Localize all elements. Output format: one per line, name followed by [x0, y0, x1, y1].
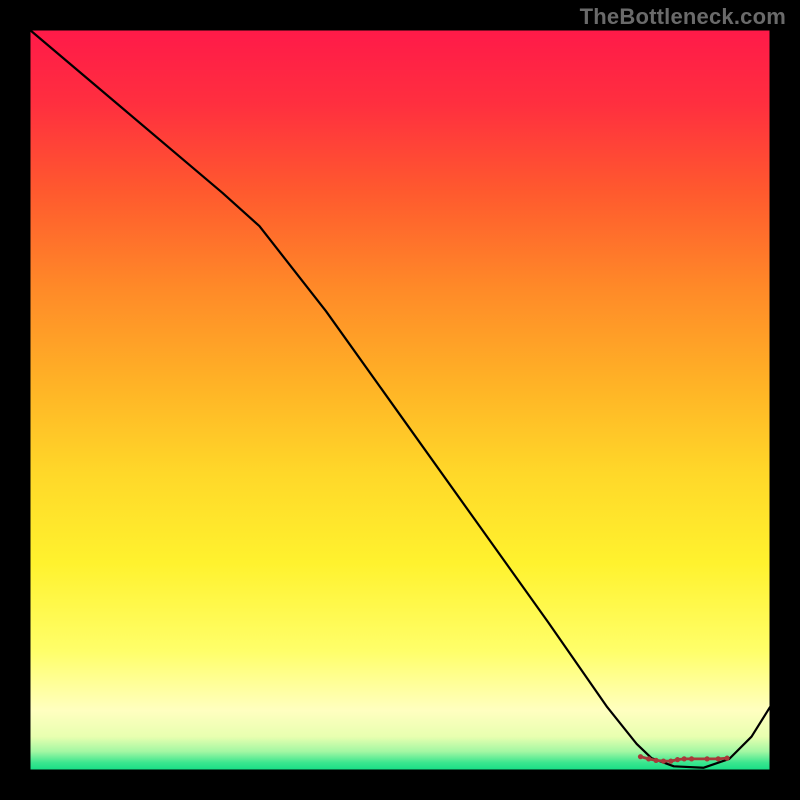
bottom-marker-dot	[638, 754, 643, 759]
bottom-marker-dot	[689, 756, 694, 761]
chart-container: TheBottleneck.com	[0, 0, 800, 800]
bottom-marker-dot	[724, 756, 729, 761]
bottom-marker-dot	[675, 757, 680, 762]
chart-svg	[0, 0, 800, 800]
bottom-marker-dot	[705, 756, 710, 761]
watermark-text: TheBottleneck.com	[580, 4, 786, 30]
bottom-marker-dot	[653, 758, 658, 763]
bottom-marker-dot	[716, 756, 721, 761]
bottom-marker-dot	[682, 756, 687, 761]
bottom-marker-dot	[668, 759, 673, 764]
bottom-marker-dot	[661, 759, 666, 764]
bottom-marker-dot	[646, 756, 651, 761]
